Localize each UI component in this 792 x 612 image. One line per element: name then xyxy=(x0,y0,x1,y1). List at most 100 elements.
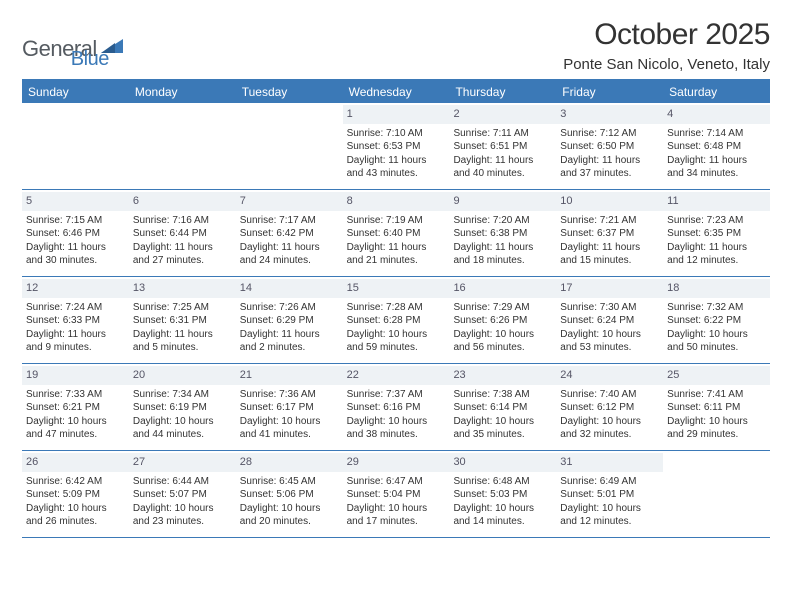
day-number: 22 xyxy=(343,366,450,385)
sunset-line: Sunset: 6:53 PM xyxy=(347,140,446,154)
day-cell: 6Sunrise: 7:16 AMSunset: 6:44 PMDaylight… xyxy=(129,190,236,276)
day-cell: 2Sunrise: 7:11 AMSunset: 6:51 PMDaylight… xyxy=(449,103,556,189)
day-number: 3 xyxy=(556,105,663,124)
sunrise-line: Sunrise: 7:19 AM xyxy=(347,214,446,228)
day-cell: 13 Sunrise: 7:25 AMSunset: 6:31 PMDayligh… xyxy=(129,277,236,363)
sunrise-line: Sunrise: 7:14 AM xyxy=(667,127,766,141)
sunset-line: Sunset: 6:16 PM xyxy=(347,401,446,415)
sunset-line: Sunset: 6:11 PM xyxy=(667,401,766,415)
sunset-line: Sunset: 6:35 PM xyxy=(667,227,766,241)
daylight-line: Daylight: 10 hours and 53 minutes. xyxy=(560,328,659,355)
sunset-line: Sunset: 5:06 PM xyxy=(240,488,339,502)
day-number: 9 xyxy=(449,192,556,211)
day-cell: 30Sunrise: 6:48 AMSunset: 5:03 PMDayligh… xyxy=(449,451,556,537)
sunrise-line: Sunrise: 7:30 AM xyxy=(560,301,659,315)
sunrise-line: Sunrise: 6:48 AM xyxy=(453,475,552,489)
sunset-line: Sunset: 6:46 PM xyxy=(26,227,125,241)
daylight-line: Daylight: 11 hours and 18 minutes. xyxy=(453,241,552,268)
week-row: 26Sunrise: 6:42 AMSunset: 5:09 PMDayligh… xyxy=(22,451,770,538)
day-number: 13 xyxy=(129,279,236,298)
day-number: 5 xyxy=(22,192,129,211)
day-number: 27 xyxy=(129,453,236,472)
dow-cell: Saturday xyxy=(663,81,770,103)
sunrise-line: Sunrise: 7:36 AM xyxy=(240,388,339,402)
daylight-line: Daylight: 10 hours and 56 minutes. xyxy=(453,328,552,355)
day-number: 31 xyxy=(556,453,663,472)
sunrise-line: Sunrise: 7:10 AM xyxy=(347,127,446,141)
day-cell: 17Sunrise: 7:30 AMSunset: 6:24 PMDayligh… xyxy=(556,277,663,363)
sunset-line: Sunset: 5:03 PM xyxy=(453,488,552,502)
sunset-line: Sunset: 5:04 PM xyxy=(347,488,446,502)
day-cell: 21Sunrise: 7:36 AMSunset: 6:17 PMDayligh… xyxy=(236,364,343,450)
sunrise-line: Sunrise: 7:21 AM xyxy=(560,214,659,228)
day-number: 18 xyxy=(663,279,770,298)
day-number: 25 xyxy=(663,366,770,385)
dow-cell: Wednesday xyxy=(343,81,450,103)
daylight-line: Daylight: 10 hours and 29 minutes. xyxy=(667,415,766,442)
sunrise-line: Sunrise: 7:15 AM xyxy=(26,214,125,228)
sunrise-line: Sunrise: 7:33 AM xyxy=(26,388,125,402)
day-number: 8 xyxy=(343,192,450,211)
week-row: 12Sunrise: 7:24 AMSunset: 6:33 PMDayligh… xyxy=(22,277,770,364)
day-number: 11 xyxy=(663,192,770,211)
day-number: 2 xyxy=(449,105,556,124)
day-cell: 10Sunrise: 7:21 AMSunset: 6:37 PMDayligh… xyxy=(556,190,663,276)
sunrise-line: Sunrise: 7:24 AM xyxy=(26,301,125,315)
sunset-line: Sunset: 6:50 PM xyxy=(560,140,659,154)
sunrise-line: Sunrise: 7:25 AM xyxy=(133,301,232,315)
sunset-line: Sunset: 6:31 PM xyxy=(133,314,232,328)
sunrise-line: Sunrise: 7:12 AM xyxy=(560,127,659,141)
daylight-line: Daylight: 10 hours and 23 minutes. xyxy=(133,502,232,529)
location-label: Ponte San Nicolo, Veneto, Italy xyxy=(563,56,770,73)
day-number: 17 xyxy=(556,279,663,298)
sunset-line: Sunset: 6:12 PM xyxy=(560,401,659,415)
dow-cell: Tuesday xyxy=(236,81,343,103)
day-number: 16 xyxy=(449,279,556,298)
daylight-line: Daylight: 11 hours and 15 minutes. xyxy=(560,241,659,268)
day-number: 21 xyxy=(236,366,343,385)
day-number: 7 xyxy=(236,192,343,211)
sunrise-line: Sunrise: 7:20 AM xyxy=(453,214,552,228)
day-cell: 27Sunrise: 6:44 AMSunset: 5:07 PMDayligh… xyxy=(129,451,236,537)
dow-cell: Sunday xyxy=(22,81,129,103)
sunset-line: Sunset: 6:26 PM xyxy=(453,314,552,328)
daylight-line: Daylight: 11 hours and 40 minutes. xyxy=(453,154,552,181)
day-cell: 29Sunrise: 6:47 AMSunset: 5:04 PMDayligh… xyxy=(343,451,450,537)
day-number: 15 xyxy=(343,279,450,298)
day-number: 10 xyxy=(556,192,663,211)
sunrise-line: Sunrise: 7:40 AM xyxy=(560,388,659,402)
sunset-line: Sunset: 5:07 PM xyxy=(133,488,232,502)
daylight-line: Daylight: 11 hours and 21 minutes. xyxy=(347,241,446,268)
dow-cell: Friday xyxy=(556,81,663,103)
title-block: October 2025 Ponte San Nicolo, Veneto, I… xyxy=(563,18,770,73)
day-number: 4 xyxy=(663,105,770,124)
sunrise-line: Sunrise: 7:38 AM xyxy=(453,388,552,402)
sunrise-line: Sunrise: 6:47 AM xyxy=(347,475,446,489)
sunset-line: Sunset: 6:33 PM xyxy=(26,314,125,328)
day-of-week-header: SundayMondayTuesdayWednesdayThursdayFrid… xyxy=(22,81,770,103)
sunrise-line: Sunrise: 7:16 AM xyxy=(133,214,232,228)
day-cell: 11Sunrise: 7:23 AMSunset: 6:35 PMDayligh… xyxy=(663,190,770,276)
page-title: October 2025 xyxy=(563,18,770,52)
sunset-line: Sunset: 6:51 PM xyxy=(453,140,552,154)
sunset-line: Sunset: 6:38 PM xyxy=(453,227,552,241)
daylight-line: Daylight: 11 hours and 5 minutes. xyxy=(133,328,232,355)
daylight-line: Daylight: 11 hours and 30 minutes. xyxy=(26,241,125,268)
day-cell: 4Sunrise: 7:14 AMSunset: 6:48 PMDaylight… xyxy=(663,103,770,189)
day-number: 29 xyxy=(343,453,450,472)
daylight-line: Daylight: 10 hours and 50 minutes. xyxy=(667,328,766,355)
week-row: 5Sunrise: 7:15 AMSunset: 6:46 PMDaylight… xyxy=(22,190,770,277)
daylight-line: Daylight: 10 hours and 32 minutes. xyxy=(560,415,659,442)
dow-cell: Monday xyxy=(129,81,236,103)
daylight-line: Daylight: 11 hours and 37 minutes. xyxy=(560,154,659,181)
day-number: 24 xyxy=(556,366,663,385)
day-cell: 23Sunrise: 7:38 AMSunset: 6:14 PMDayligh… xyxy=(449,364,556,450)
daylight-line: Daylight: 10 hours and 26 minutes. xyxy=(26,502,125,529)
sunrise-line: Sunrise: 7:23 AM xyxy=(667,214,766,228)
daylight-line: Daylight: 11 hours and 34 minutes. xyxy=(667,154,766,181)
sunrise-line: Sunrise: 6:42 AM xyxy=(26,475,125,489)
day-cell: 1Sunrise: 7:10 AMSunset: 6:53 PMDaylight… xyxy=(343,103,450,189)
day-cell: 12Sunrise: 7:24 AMSunset: 6:33 PMDayligh… xyxy=(22,277,129,363)
daylight-line: Daylight: 11 hours and 43 minutes. xyxy=(347,154,446,181)
day-cell: 3 Sunrise: 7:12 AMSunset: 6:50 PMDaylight… xyxy=(556,103,663,189)
